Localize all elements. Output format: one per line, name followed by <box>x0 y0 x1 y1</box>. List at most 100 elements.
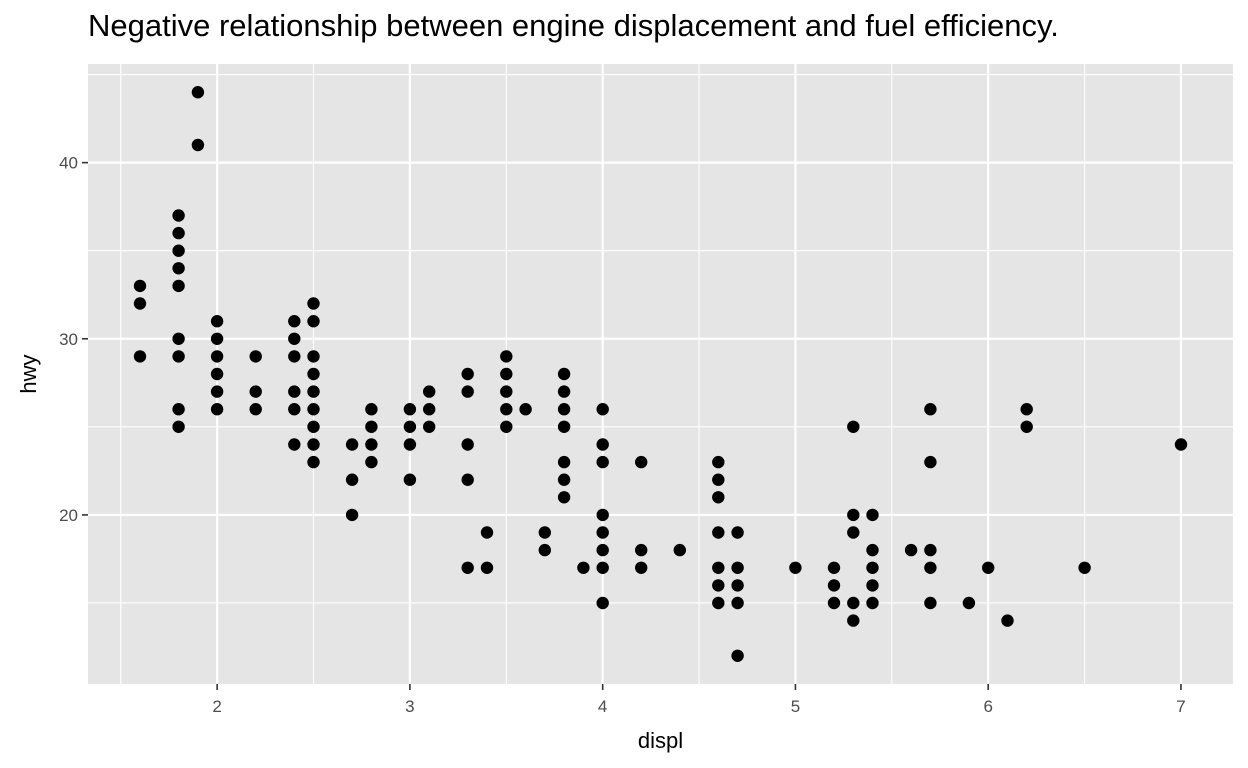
data-point <box>423 385 436 398</box>
data-point <box>461 367 474 381</box>
x-tick-label: 3 <box>405 697 414 716</box>
data-point <box>172 209 185 222</box>
data-point <box>210 403 224 416</box>
data-point <box>172 403 185 416</box>
data-point <box>423 420 436 433</box>
data-point <box>403 473 417 486</box>
data-point <box>924 561 937 574</box>
data-point <box>827 596 841 610</box>
data-point <box>866 596 879 610</box>
chart-title: Negative relationship between engine dis… <box>88 8 1059 43</box>
x-tick-label: 2 <box>212 697 221 716</box>
data-point <box>172 420 185 433</box>
data-point <box>557 385 571 398</box>
data-point <box>307 367 320 381</box>
data-point <box>172 279 185 293</box>
data-point <box>673 543 686 557</box>
data-point <box>596 596 609 610</box>
data-point <box>596 508 609 522</box>
data-point <box>557 491 571 504</box>
data-point <box>635 543 648 557</box>
data-point <box>133 350 147 363</box>
data-point <box>924 403 937 416</box>
data-point <box>1020 403 1033 416</box>
data-point <box>712 596 725 610</box>
data-point <box>731 649 744 662</box>
data-point <box>789 561 802 574</box>
data-point <box>1020 420 1033 433</box>
data-point <box>307 297 320 310</box>
data-point <box>962 596 976 610</box>
y-axis: 20 30 40 <box>59 154 88 525</box>
data-point <box>557 473 571 486</box>
data-points <box>133 86 1188 662</box>
data-point <box>461 385 474 398</box>
data-point <box>307 403 320 416</box>
data-point <box>557 367 571 381</box>
data-point <box>461 561 474 574</box>
data-point <box>904 543 918 557</box>
data-point <box>365 438 378 451</box>
data-point <box>307 438 320 451</box>
data-point <box>345 508 359 522</box>
data-point <box>345 473 359 486</box>
data-point <box>403 403 417 416</box>
data-point <box>288 438 301 451</box>
data-point <box>827 579 841 592</box>
data-point <box>345 438 359 451</box>
x-tick-label: 4 <box>598 697 607 716</box>
data-point <box>827 561 841 574</box>
data-point <box>924 455 937 469</box>
data-point <box>596 561 609 574</box>
data-point <box>307 385 320 398</box>
data-point <box>712 455 725 469</box>
data-point <box>307 420 320 433</box>
data-point <box>712 579 725 592</box>
y-tick-label: 20 <box>59 506 78 525</box>
data-point <box>557 420 571 433</box>
data-point <box>249 385 262 398</box>
data-point <box>191 86 205 99</box>
data-point <box>866 561 879 574</box>
data-point <box>480 561 494 574</box>
data-point <box>596 403 609 416</box>
data-point <box>577 561 590 574</box>
data-point <box>191 138 205 152</box>
data-point <box>172 332 185 345</box>
data-point <box>731 579 744 592</box>
data-point <box>596 438 609 451</box>
data-point <box>172 226 185 240</box>
data-point <box>538 526 551 539</box>
data-point <box>731 596 744 610</box>
data-point <box>866 508 879 522</box>
data-point <box>712 526 725 539</box>
data-point <box>365 420 378 433</box>
data-point <box>210 350 224 363</box>
data-point <box>500 367 513 381</box>
data-point <box>461 473 474 486</box>
data-point <box>712 561 725 574</box>
data-point <box>712 473 725 486</box>
data-point <box>847 420 860 433</box>
data-point <box>866 579 879 592</box>
y-axis-title: hwy <box>16 354 41 393</box>
data-point <box>538 543 551 557</box>
data-point <box>423 403 436 416</box>
data-point <box>365 403 378 416</box>
data-point <box>403 438 417 451</box>
data-point <box>307 350 320 363</box>
data-point <box>307 455 320 469</box>
data-point <box>210 385 224 398</box>
data-point <box>172 262 185 275</box>
data-point <box>924 543 937 557</box>
data-point <box>500 403 513 416</box>
data-point <box>847 614 860 627</box>
data-point <box>500 385 513 398</box>
data-point <box>847 508 860 522</box>
x-tick-label: 7 <box>1176 697 1185 716</box>
x-tick-label: 5 <box>791 697 800 716</box>
data-point <box>557 403 571 416</box>
data-point <box>519 403 532 416</box>
data-point <box>172 244 185 257</box>
